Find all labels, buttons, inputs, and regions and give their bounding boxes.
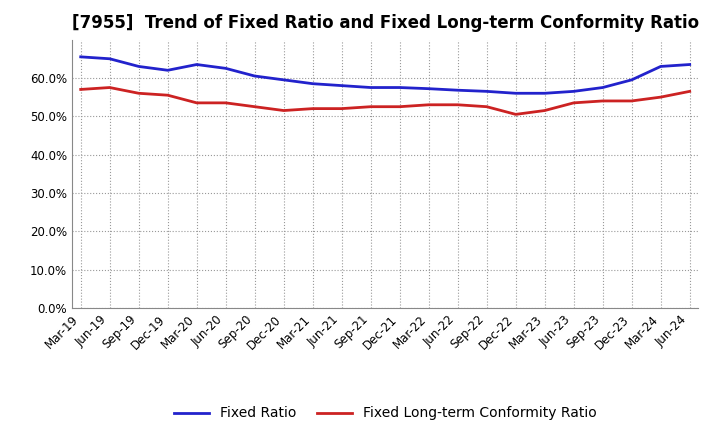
Fixed Ratio xyxy=(338,83,346,88)
Fixed Long-term Conformity Ratio xyxy=(482,104,491,109)
Fixed Long-term Conformity Ratio xyxy=(135,91,143,96)
Fixed Long-term Conformity Ratio xyxy=(192,100,201,106)
Title: [7955]  Trend of Fixed Ratio and Fixed Long-term Conformity Ratio: [7955] Trend of Fixed Ratio and Fixed Lo… xyxy=(71,15,699,33)
Fixed Ratio xyxy=(251,73,259,79)
Fixed Long-term Conformity Ratio xyxy=(76,87,85,92)
Fixed Long-term Conformity Ratio xyxy=(163,92,172,98)
Fixed Long-term Conformity Ratio xyxy=(366,104,375,109)
Fixed Ratio xyxy=(598,85,607,90)
Fixed Ratio xyxy=(366,85,375,90)
Fixed Long-term Conformity Ratio xyxy=(454,102,462,107)
Fixed Long-term Conformity Ratio xyxy=(598,98,607,103)
Fixed Long-term Conformity Ratio xyxy=(279,108,288,113)
Fixed Ratio xyxy=(76,54,85,59)
Fixed Long-term Conformity Ratio xyxy=(657,95,665,100)
Fixed Long-term Conformity Ratio xyxy=(308,106,317,111)
Line: Fixed Ratio: Fixed Ratio xyxy=(81,57,690,93)
Fixed Ratio xyxy=(657,64,665,69)
Fixed Ratio xyxy=(511,91,520,96)
Fixed Ratio xyxy=(105,56,114,62)
Fixed Ratio xyxy=(135,64,143,69)
Fixed Ratio xyxy=(482,89,491,94)
Fixed Ratio xyxy=(570,89,578,94)
Fixed Ratio xyxy=(308,81,317,86)
Fixed Long-term Conformity Ratio xyxy=(627,98,636,103)
Fixed Long-term Conformity Ratio xyxy=(570,100,578,106)
Fixed Ratio xyxy=(685,62,694,67)
Fixed Ratio xyxy=(627,77,636,82)
Fixed Ratio xyxy=(163,68,172,73)
Fixed Ratio xyxy=(454,88,462,93)
Fixed Long-term Conformity Ratio xyxy=(511,112,520,117)
Fixed Ratio xyxy=(541,91,549,96)
Fixed Long-term Conformity Ratio xyxy=(251,104,259,109)
Fixed Ratio xyxy=(279,77,288,82)
Fixed Ratio xyxy=(221,66,230,71)
Fixed Long-term Conformity Ratio xyxy=(541,108,549,113)
Line: Fixed Long-term Conformity Ratio: Fixed Long-term Conformity Ratio xyxy=(81,88,690,114)
Fixed Ratio xyxy=(424,86,433,92)
Fixed Long-term Conformity Ratio xyxy=(685,89,694,94)
Fixed Long-term Conformity Ratio xyxy=(221,100,230,106)
Fixed Ratio xyxy=(395,85,404,90)
Fixed Long-term Conformity Ratio xyxy=(338,106,346,111)
Fixed Long-term Conformity Ratio xyxy=(424,102,433,107)
Fixed Ratio xyxy=(192,62,201,67)
Fixed Long-term Conformity Ratio xyxy=(105,85,114,90)
Fixed Long-term Conformity Ratio xyxy=(395,104,404,109)
Legend: Fixed Ratio, Fixed Long-term Conformity Ratio: Fixed Ratio, Fixed Long-term Conformity … xyxy=(168,401,602,426)
